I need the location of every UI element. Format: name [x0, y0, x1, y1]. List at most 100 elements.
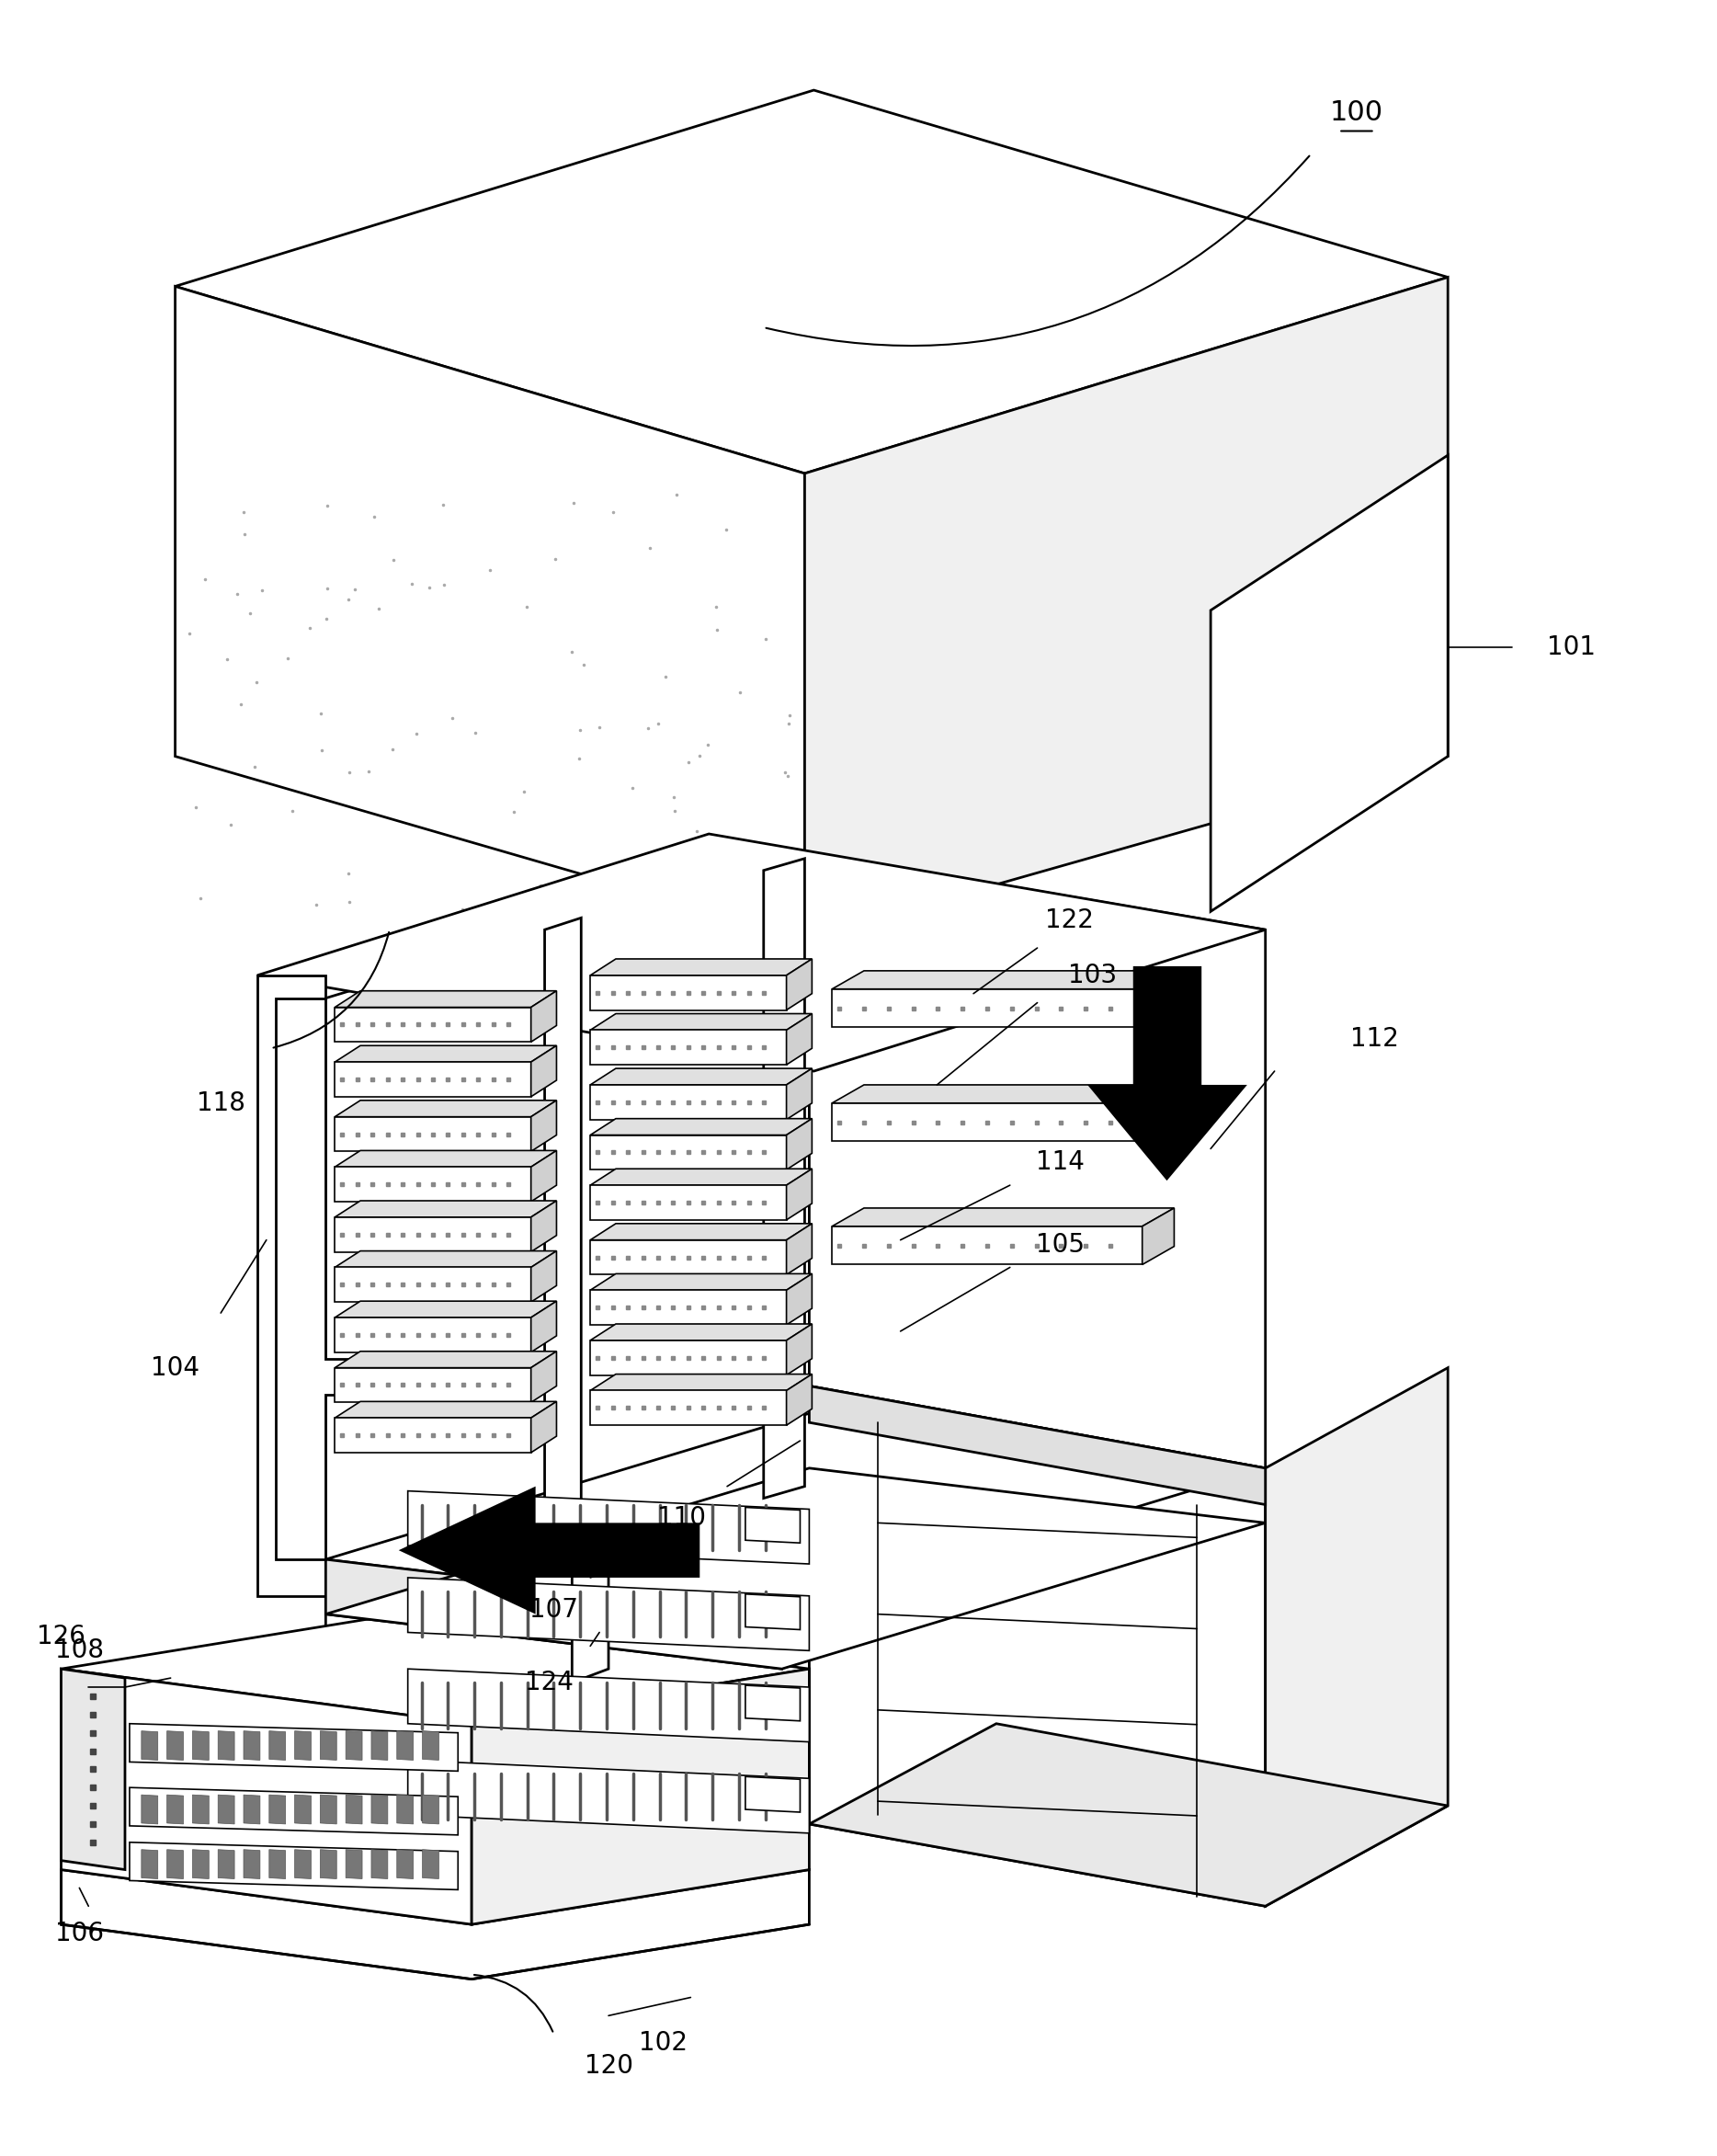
Polygon shape — [422, 1794, 440, 1824]
Polygon shape — [591, 1031, 786, 1065]
Polygon shape — [326, 1559, 781, 1669]
Polygon shape — [809, 1386, 1265, 1906]
Polygon shape — [805, 278, 1447, 938]
Polygon shape — [295, 1794, 311, 1824]
Polygon shape — [335, 1367, 531, 1401]
Polygon shape — [591, 1186, 786, 1220]
Polygon shape — [531, 1046, 556, 1097]
Polygon shape — [833, 990, 1142, 1028]
Text: 120: 120 — [584, 2053, 634, 2078]
Text: 110: 110 — [658, 1505, 706, 1531]
Text: 107: 107 — [529, 1598, 579, 1623]
Polygon shape — [335, 1268, 531, 1302]
Polygon shape — [335, 1300, 556, 1317]
Polygon shape — [335, 1419, 531, 1453]
Polygon shape — [335, 1117, 531, 1151]
Text: 122: 122 — [1046, 908, 1094, 934]
Polygon shape — [397, 1731, 414, 1759]
Polygon shape — [398, 1485, 701, 1615]
Polygon shape — [218, 1850, 235, 1878]
Polygon shape — [591, 1084, 786, 1119]
Text: 108: 108 — [55, 1639, 103, 1664]
Polygon shape — [786, 1119, 812, 1171]
Text: 112: 112 — [1351, 1026, 1399, 1052]
Text: 118: 118 — [196, 1091, 246, 1117]
Polygon shape — [833, 1084, 1174, 1104]
Polygon shape — [335, 1250, 556, 1268]
Polygon shape — [409, 1578, 809, 1651]
Polygon shape — [335, 1201, 556, 1218]
Polygon shape — [591, 1289, 786, 1324]
Polygon shape — [258, 975, 326, 1595]
Polygon shape — [786, 1274, 812, 1324]
Polygon shape — [335, 1063, 531, 1097]
Polygon shape — [167, 1850, 184, 1878]
Polygon shape — [1142, 970, 1174, 1028]
Polygon shape — [175, 287, 805, 938]
Polygon shape — [295, 1731, 311, 1759]
Polygon shape — [786, 1069, 812, 1119]
Polygon shape — [345, 1794, 362, 1824]
Polygon shape — [335, 1007, 531, 1041]
Polygon shape — [397, 1850, 414, 1878]
Polygon shape — [244, 1731, 259, 1759]
Polygon shape — [572, 1548, 608, 1682]
Polygon shape — [258, 834, 1265, 1072]
Polygon shape — [409, 1669, 809, 1742]
Polygon shape — [833, 1207, 1174, 1227]
Polygon shape — [326, 852, 809, 1705]
Polygon shape — [745, 1593, 800, 1630]
Polygon shape — [141, 1794, 158, 1824]
Polygon shape — [129, 1841, 458, 1889]
Polygon shape — [745, 1777, 800, 1813]
Polygon shape — [167, 1731, 184, 1759]
Polygon shape — [192, 1794, 209, 1824]
Polygon shape — [409, 1492, 809, 1563]
Polygon shape — [786, 1324, 812, 1376]
Polygon shape — [786, 1225, 812, 1274]
Polygon shape — [335, 1352, 556, 1367]
Polygon shape — [141, 1731, 158, 1759]
Polygon shape — [531, 992, 556, 1041]
Polygon shape — [371, 1850, 388, 1878]
Polygon shape — [62, 1615, 809, 1723]
Polygon shape — [531, 1151, 556, 1201]
Polygon shape — [295, 1850, 311, 1878]
Polygon shape — [591, 1225, 812, 1240]
Polygon shape — [335, 1100, 556, 1117]
Text: 103: 103 — [1068, 962, 1116, 987]
Text: 100: 100 — [1331, 99, 1384, 127]
Polygon shape — [591, 1169, 812, 1186]
Polygon shape — [786, 1013, 812, 1065]
Polygon shape — [1142, 1084, 1174, 1141]
Polygon shape — [175, 91, 1447, 474]
Polygon shape — [531, 1250, 556, 1302]
Polygon shape — [745, 1507, 800, 1544]
Text: 101: 101 — [1547, 634, 1595, 660]
Polygon shape — [591, 1069, 812, 1084]
Text: 105: 105 — [1035, 1231, 1085, 1257]
Polygon shape — [218, 1794, 235, 1824]
Polygon shape — [192, 1731, 209, 1759]
Polygon shape — [1142, 1207, 1174, 1266]
Text: 106: 106 — [55, 1921, 103, 1947]
Polygon shape — [326, 1468, 1265, 1669]
Polygon shape — [62, 1869, 809, 1979]
Polygon shape — [321, 1794, 337, 1824]
Polygon shape — [192, 1850, 209, 1878]
Polygon shape — [244, 1850, 259, 1878]
Polygon shape — [591, 1240, 786, 1274]
Polygon shape — [745, 1686, 800, 1720]
Polygon shape — [1265, 1367, 1447, 1906]
Polygon shape — [321, 1850, 337, 1878]
Polygon shape — [833, 1104, 1142, 1141]
Polygon shape — [270, 1850, 285, 1878]
Polygon shape — [786, 1169, 812, 1220]
Polygon shape — [371, 1731, 388, 1759]
Polygon shape — [335, 1401, 556, 1419]
Text: 126: 126 — [36, 1623, 86, 1649]
Polygon shape — [371, 1794, 388, 1824]
Polygon shape — [591, 1341, 786, 1376]
Polygon shape — [531, 1100, 556, 1151]
Polygon shape — [335, 1046, 556, 1063]
